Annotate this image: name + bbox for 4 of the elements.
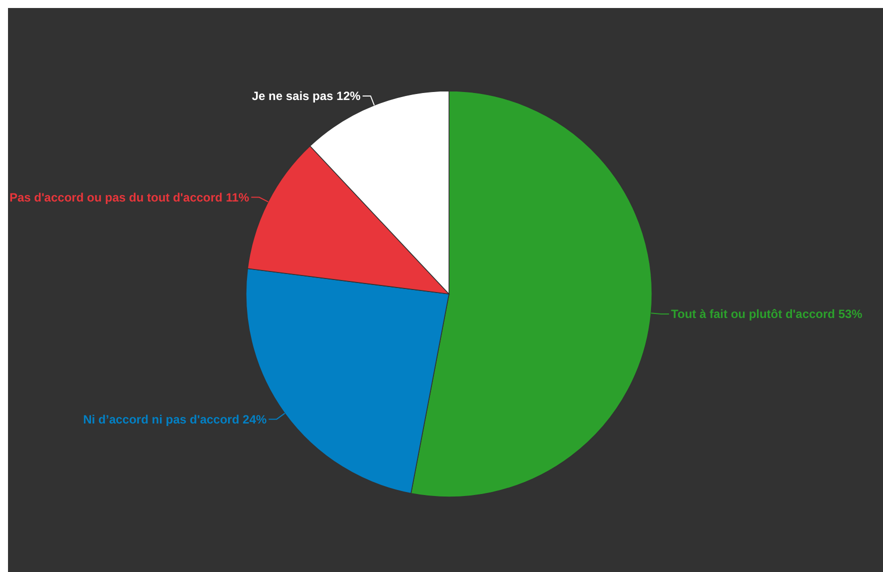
slice-label: Tout à fait ou plutôt d'accord 53% [671, 307, 863, 322]
slice-label: Ni d’accord ni pas d'accord 24% [83, 412, 267, 426]
slice-label: Pas d'accord ou pas du tout d'accord 11% [9, 190, 250, 204]
slice-label: Je ne sais pas 12% [252, 89, 361, 104]
